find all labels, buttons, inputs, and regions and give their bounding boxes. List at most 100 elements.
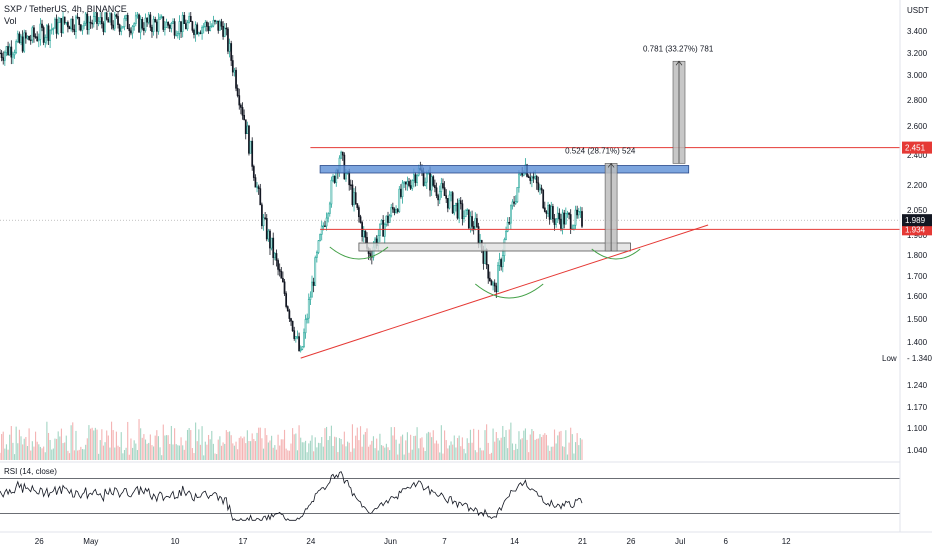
candle-body bbox=[96, 12, 98, 24]
volume-bar bbox=[130, 438, 132, 460]
volume-bar bbox=[193, 453, 195, 460]
volume-bar bbox=[432, 430, 434, 460]
volume-bar bbox=[358, 440, 360, 460]
candle-body bbox=[220, 21, 223, 27]
volume-bar bbox=[110, 421, 113, 460]
volume-bar bbox=[371, 440, 373, 460]
volume-bar bbox=[26, 446, 29, 460]
volume-bar bbox=[233, 445, 235, 460]
volume-bar bbox=[465, 453, 467, 460]
volume-bar bbox=[326, 426, 328, 460]
candle-body bbox=[244, 119, 247, 134]
candle-body bbox=[230, 43, 233, 61]
volume-bar bbox=[209, 439, 211, 460]
volume-bar bbox=[191, 448, 193, 460]
candle-body bbox=[65, 22, 68, 24]
volume-bar bbox=[563, 446, 565, 460]
time-tick-label: Jun bbox=[384, 537, 397, 546]
volume-bar bbox=[149, 434, 151, 460]
volume-bar bbox=[104, 442, 106, 460]
volume-bar bbox=[112, 430, 114, 460]
candle-body bbox=[141, 18, 144, 29]
volume-bar bbox=[314, 437, 316, 460]
volume-bar bbox=[190, 430, 192, 460]
candle-body bbox=[348, 171, 351, 186]
candle-body bbox=[332, 175, 334, 181]
candle-body bbox=[160, 16, 163, 18]
volume-bar bbox=[434, 443, 436, 460]
candle-body bbox=[46, 25, 48, 38]
volume-bar bbox=[513, 450, 515, 460]
right-shoulder-curve bbox=[591, 248, 641, 260]
candle-body bbox=[539, 187, 541, 191]
candle-body bbox=[86, 13, 89, 30]
volume-bar bbox=[186, 429, 189, 460]
volume-bar bbox=[102, 445, 105, 460]
candle-body bbox=[238, 95, 241, 106]
volume-bar bbox=[264, 428, 266, 460]
volume-bar bbox=[461, 437, 463, 460]
candle-body bbox=[495, 285, 498, 293]
candle-body bbox=[52, 27, 55, 30]
volume-bar bbox=[330, 425, 332, 460]
price-tick-label: 1.800 bbox=[907, 251, 928, 260]
candle-body bbox=[33, 27, 35, 37]
candle-body bbox=[429, 172, 431, 191]
volume-bar bbox=[319, 443, 321, 460]
candle-body bbox=[249, 140, 252, 154]
volume-label[interactable]: Vol bbox=[4, 16, 17, 26]
candle-body bbox=[196, 24, 199, 35]
volume-bar bbox=[414, 435, 417, 460]
volume-bar bbox=[201, 426, 203, 460]
volume-bar bbox=[106, 430, 108, 460]
candle-body bbox=[206, 22, 208, 27]
candle-body bbox=[553, 218, 556, 225]
candle-body bbox=[83, 22, 85, 27]
volume-bar bbox=[565, 430, 567, 460]
candle-body bbox=[501, 255, 504, 268]
volume-bar bbox=[403, 454, 405, 460]
candle-body bbox=[493, 282, 496, 287]
candle-body bbox=[364, 230, 367, 238]
candle-body bbox=[63, 16, 66, 24]
drawings[interactable]: 0.524 (28.71%) 524 0.781 (33.27%) 781 bbox=[300, 44, 900, 359]
volume-bar bbox=[532, 431, 535, 460]
candle-body bbox=[430, 176, 433, 191]
price-axis-currency: USDT bbox=[907, 6, 929, 15]
candle-body bbox=[70, 18, 72, 30]
volume-bar bbox=[426, 433, 428, 460]
volume-bar bbox=[224, 443, 226, 460]
candle-body bbox=[440, 183, 443, 192]
volume-bar bbox=[507, 448, 509, 460]
candle-body bbox=[396, 209, 399, 212]
volume-bar bbox=[89, 428, 92, 460]
price-tick-label: 2.200 bbox=[907, 181, 928, 190]
volume-bar bbox=[175, 444, 177, 460]
volume-bar bbox=[60, 428, 62, 460]
candle-body bbox=[383, 224, 386, 237]
symbol-title[interactable]: SXP / TetherUS, 4h, BINANCE bbox=[4, 4, 127, 14]
resistance-zone bbox=[319, 165, 690, 174]
candle-body bbox=[202, 26, 205, 28]
candle-body bbox=[282, 277, 284, 283]
candle-body bbox=[411, 180, 414, 189]
volume-bar bbox=[39, 446, 41, 460]
volume-bar bbox=[531, 429, 533, 460]
candle-body bbox=[133, 23, 136, 27]
volume-bar bbox=[128, 454, 130, 460]
candle-body bbox=[390, 207, 393, 217]
volume-bar bbox=[211, 430, 213, 460]
volume-bar bbox=[35, 431, 37, 460]
candle-body bbox=[79, 24, 82, 31]
candle-body bbox=[25, 32, 27, 39]
volume-bar bbox=[337, 452, 339, 460]
volume-bar bbox=[243, 436, 245, 460]
candle-body bbox=[414, 174, 417, 183]
volume-bar bbox=[15, 426, 17, 460]
volume-bar bbox=[216, 454, 218, 460]
candle-body bbox=[68, 26, 71, 30]
volume-bar bbox=[153, 446, 155, 460]
candle-body bbox=[181, 14, 184, 32]
volume-bar bbox=[303, 442, 305, 460]
